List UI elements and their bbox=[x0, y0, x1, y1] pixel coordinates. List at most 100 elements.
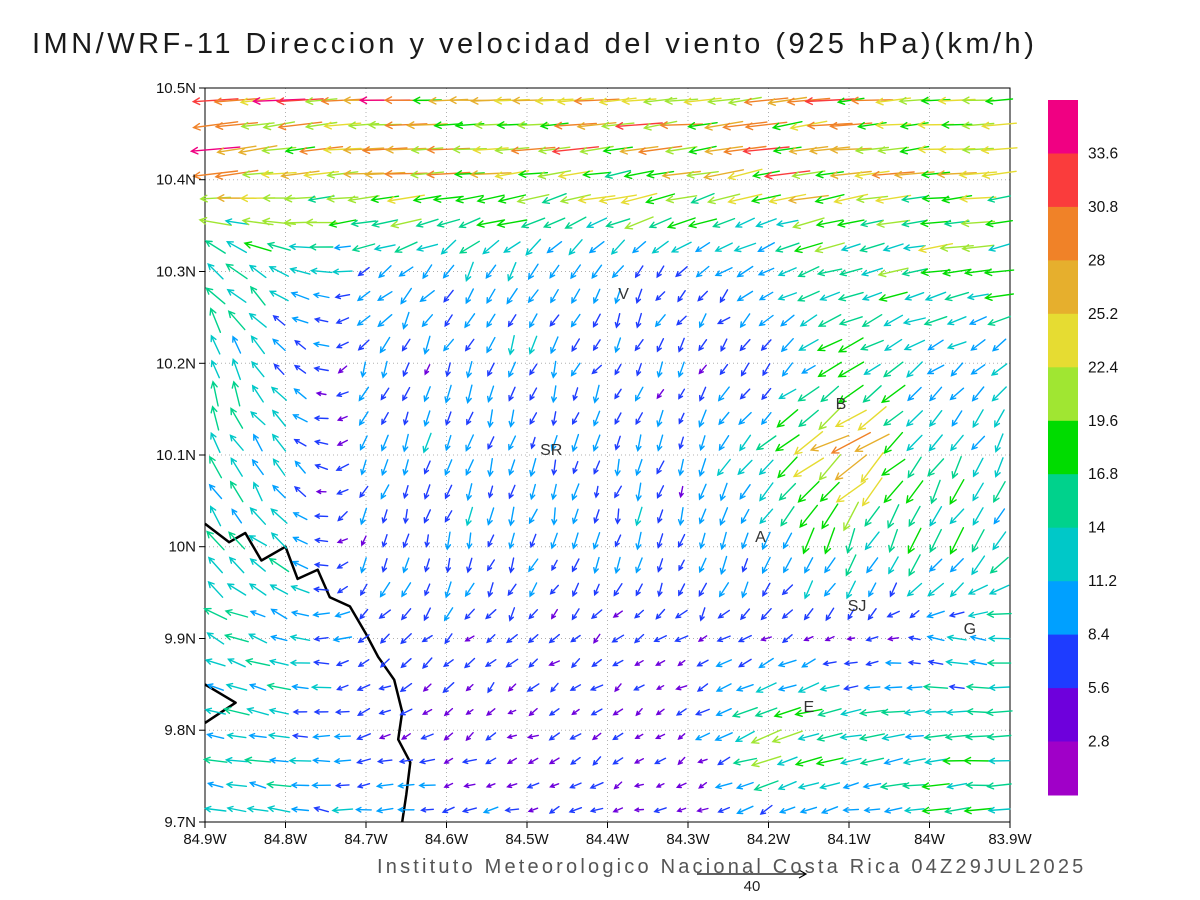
wind-vector bbox=[697, 635, 708, 642]
wind-vector bbox=[968, 659, 988, 666]
wind-vector bbox=[598, 97, 637, 106]
wind-vector bbox=[924, 758, 947, 765]
wind-vector bbox=[202, 756, 228, 764]
wind-vector bbox=[610, 239, 625, 255]
wind-vector bbox=[333, 244, 351, 251]
wind-vector bbox=[759, 482, 774, 502]
wind-vector bbox=[507, 262, 517, 282]
wind-vector bbox=[192, 170, 239, 180]
wind-vector bbox=[571, 288, 581, 305]
wind-vector bbox=[290, 782, 310, 789]
wind-vector bbox=[357, 266, 370, 277]
wind-vector bbox=[874, 194, 912, 204]
wind-vector bbox=[529, 363, 538, 376]
colorbar-segment bbox=[1048, 527, 1078, 582]
wind-vector bbox=[760, 339, 772, 352]
wind-vector bbox=[251, 384, 264, 403]
wind-vector bbox=[465, 709, 474, 715]
wind-vector bbox=[655, 708, 665, 716]
wind-vector bbox=[248, 732, 267, 739]
wind-vector bbox=[776, 756, 798, 766]
wind-vector bbox=[371, 219, 399, 228]
wind-vector bbox=[719, 363, 729, 376]
wind-vector bbox=[529, 412, 538, 425]
wind-vector bbox=[485, 783, 496, 788]
wind-vector bbox=[677, 507, 685, 527]
wind-vector bbox=[823, 527, 836, 555]
wind-vector bbox=[656, 265, 665, 279]
wind-vector bbox=[986, 659, 1012, 667]
wind-vector bbox=[899, 121, 929, 130]
wind-vector bbox=[464, 608, 475, 620]
wind-vector bbox=[464, 635, 475, 642]
wind-vector bbox=[205, 287, 226, 305]
wind-vector bbox=[829, 121, 873, 130]
wind-vector bbox=[571, 338, 580, 353]
wind-vector bbox=[527, 263, 539, 281]
wind-vector bbox=[228, 531, 246, 550]
wind-vector bbox=[959, 194, 997, 203]
y-tick-label: 9.7N bbox=[164, 814, 196, 831]
wind-vector bbox=[292, 709, 308, 715]
wind-vector bbox=[687, 218, 718, 229]
wind-vector bbox=[505, 658, 519, 668]
wind-vector bbox=[469, 170, 512, 179]
wind-vector bbox=[950, 362, 964, 377]
wind-vector bbox=[210, 431, 221, 453]
wind-vector bbox=[529, 387, 538, 401]
wind-vector bbox=[920, 268, 951, 277]
wind-vector bbox=[591, 264, 603, 280]
wind-vector bbox=[210, 505, 222, 527]
wind-vector bbox=[273, 363, 285, 375]
wind-vector bbox=[863, 684, 881, 691]
wind-vector bbox=[678, 436, 684, 450]
wind-vector bbox=[422, 432, 432, 454]
wind-vector bbox=[819, 291, 840, 301]
colorbar-label: 30.8 bbox=[1088, 199, 1118, 216]
wind-vector bbox=[591, 732, 602, 741]
wind-vector bbox=[508, 361, 516, 378]
wind-vector bbox=[402, 459, 409, 476]
wind-vector bbox=[719, 289, 729, 304]
wind-vector bbox=[380, 434, 389, 452]
wind-vector bbox=[508, 557, 515, 574]
wind-vector bbox=[906, 582, 923, 597]
wind-vector bbox=[614, 683, 622, 693]
wind-vector bbox=[880, 384, 906, 404]
wind-vector bbox=[946, 634, 967, 641]
wind-vector bbox=[619, 146, 659, 155]
wind-vector bbox=[757, 242, 775, 253]
wind-vector bbox=[905, 410, 923, 427]
wind-vector bbox=[248, 264, 267, 279]
wind-vector bbox=[850, 96, 894, 105]
wind-vector bbox=[570, 313, 581, 328]
wind-vector bbox=[809, 434, 850, 452]
wind-vector bbox=[210, 359, 220, 379]
wind-vector bbox=[994, 409, 1005, 428]
wind-vector bbox=[465, 434, 474, 452]
wind-vector bbox=[612, 732, 624, 741]
wind-vector bbox=[225, 781, 248, 789]
wind-vector bbox=[465, 506, 474, 527]
wind-vector bbox=[981, 170, 1017, 179]
wind-vector bbox=[921, 782, 950, 790]
wind-vector bbox=[231, 380, 241, 407]
wind-vector bbox=[883, 684, 903, 691]
wind-vector bbox=[527, 289, 539, 304]
wind-vector bbox=[487, 458, 494, 478]
wind-vector bbox=[801, 365, 816, 374]
y-tick-label: 10N bbox=[168, 539, 196, 556]
wind-vector bbox=[400, 633, 412, 645]
wind-vector bbox=[993, 508, 1006, 525]
wind-vector bbox=[210, 405, 220, 431]
wind-vector bbox=[593, 556, 600, 575]
wind-vector bbox=[360, 583, 368, 597]
wind-vector bbox=[739, 313, 751, 329]
wind-vector bbox=[984, 97, 1014, 105]
wind-vector bbox=[736, 805, 754, 815]
wind-vector bbox=[941, 268, 972, 277]
wind-vector bbox=[192, 121, 239, 131]
wind-vector bbox=[508, 532, 515, 550]
wind-vector bbox=[797, 733, 820, 741]
wind-vector bbox=[378, 709, 391, 715]
